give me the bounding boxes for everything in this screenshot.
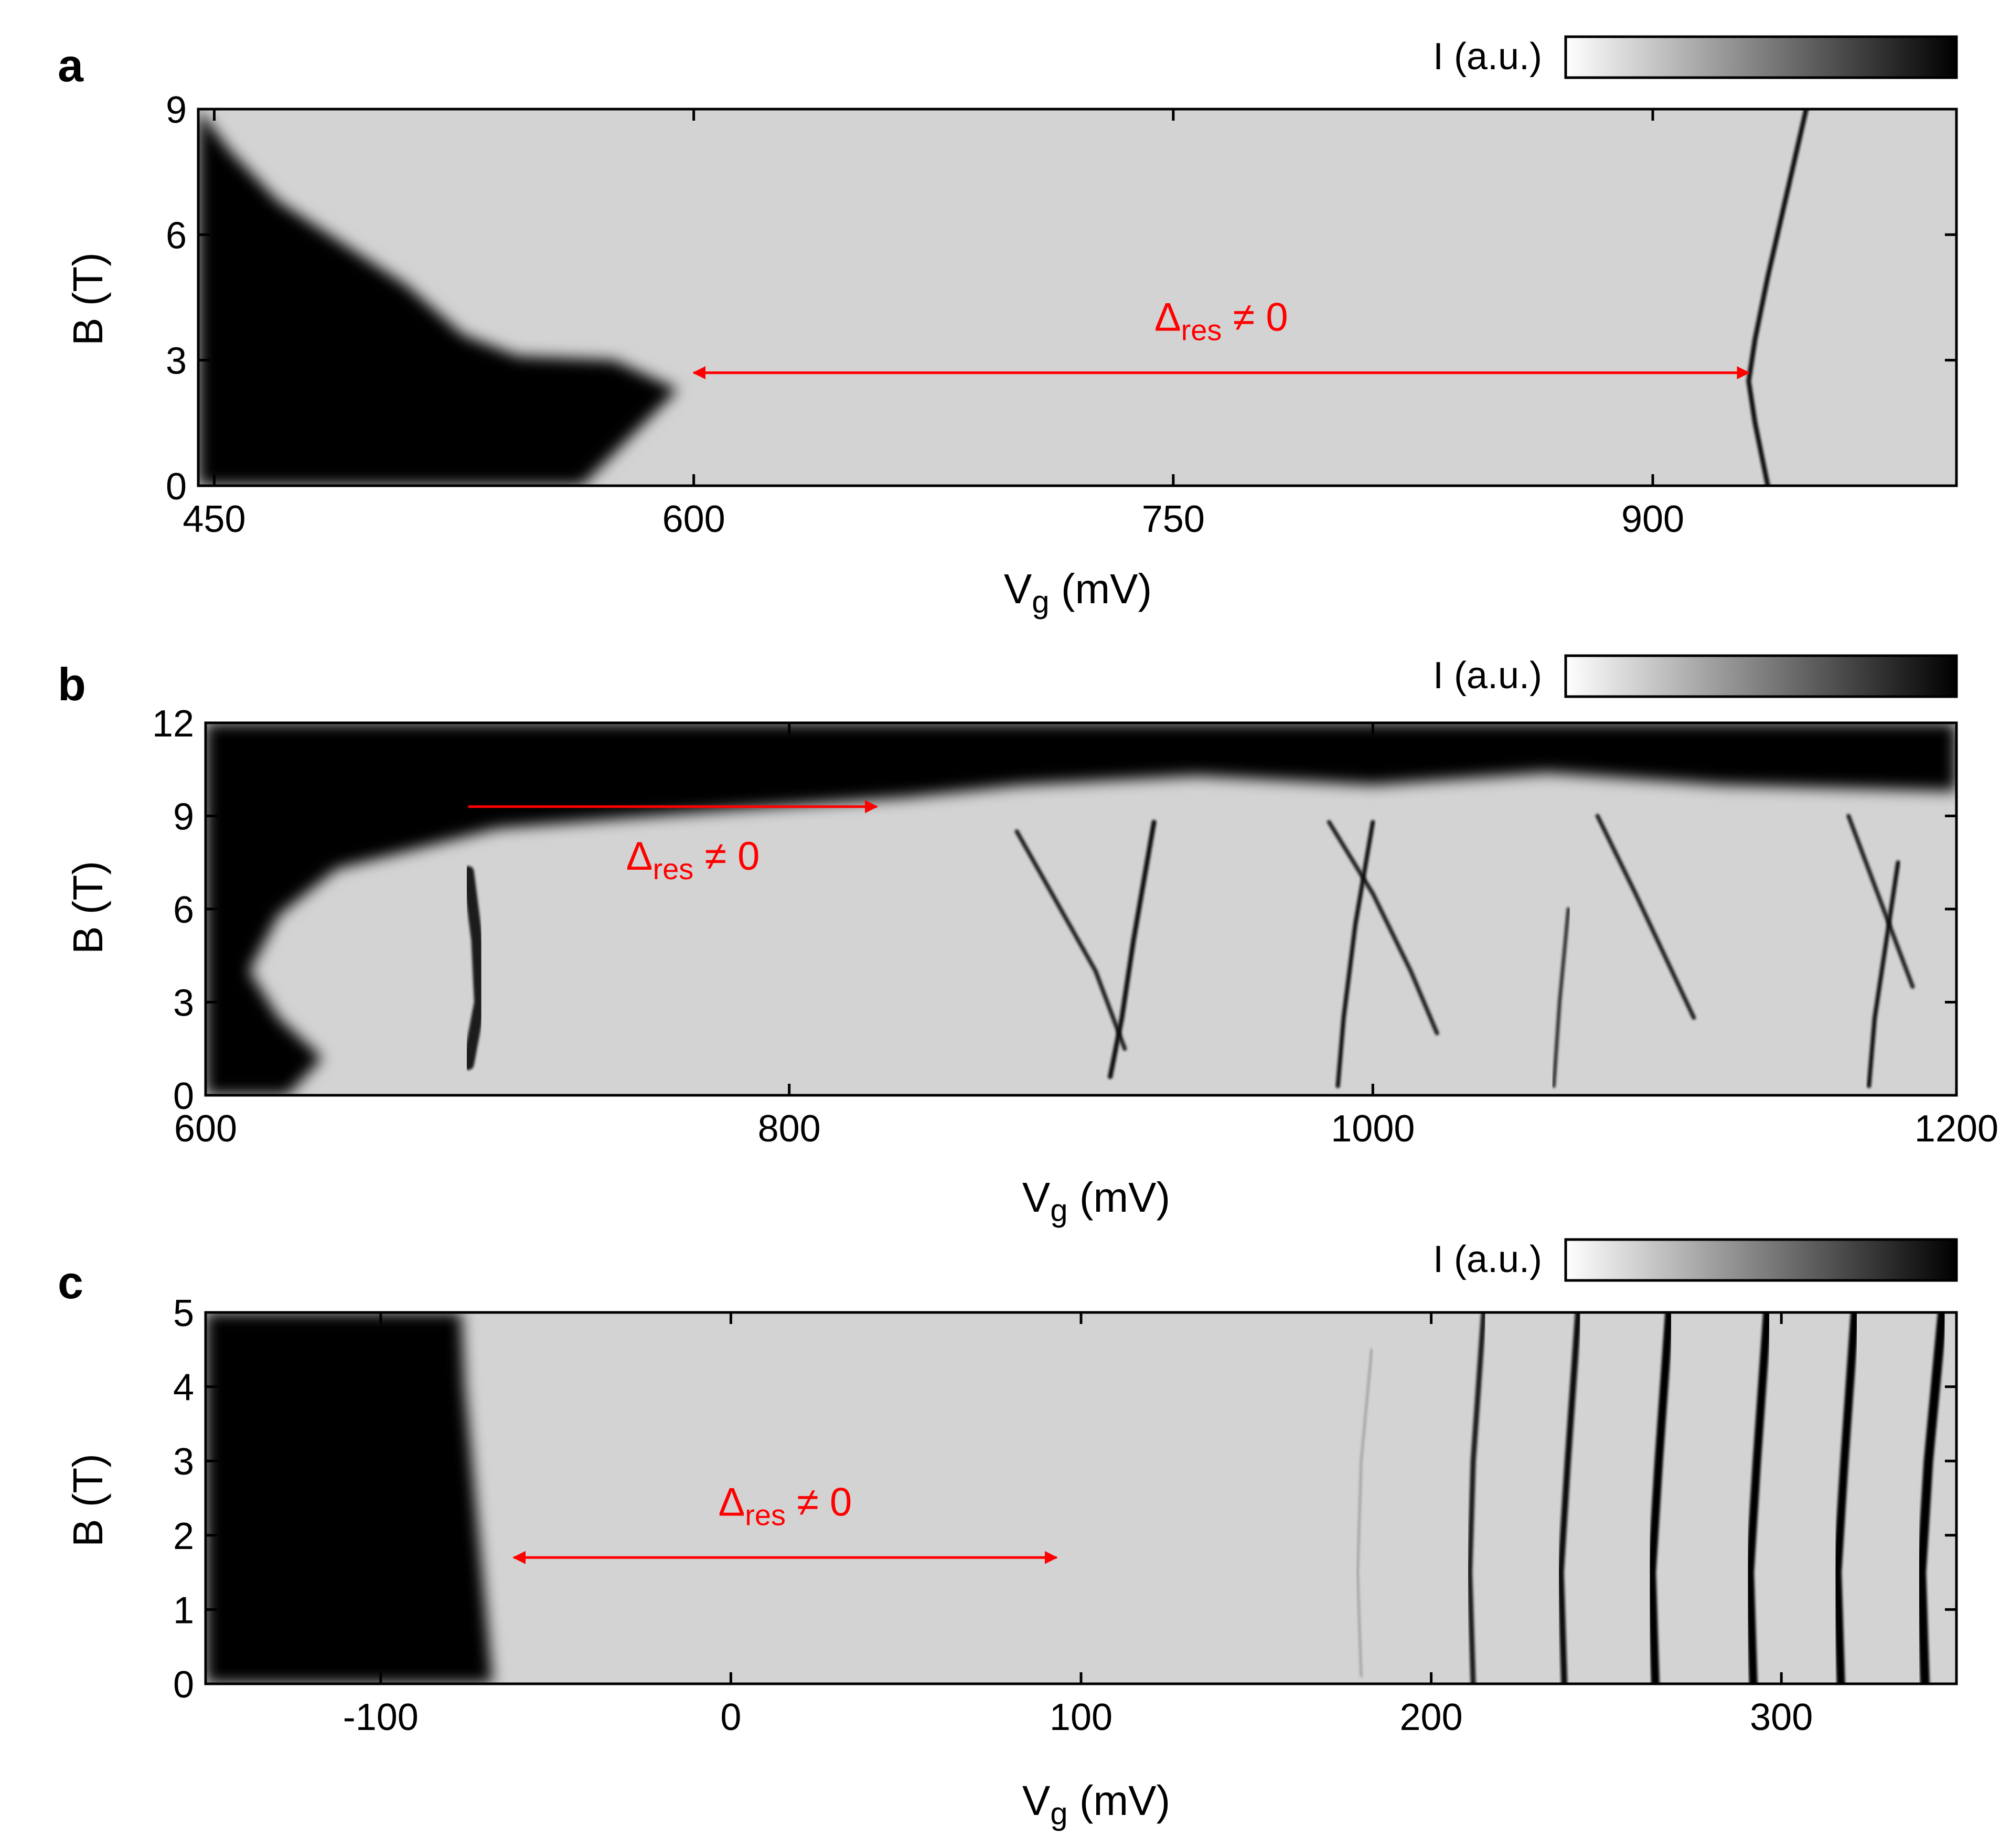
- y-tick-label-b: 9: [173, 796, 194, 838]
- x-tick-label-a: 450: [183, 498, 245, 540]
- x-axis-title-b: Vg (mV): [1022, 1174, 1170, 1228]
- x-tick-label-b: 800: [758, 1108, 821, 1150]
- axes-c: -100 0 100 200 300 0 1 2 3 4 5 Δres ≠ 0: [173, 1292, 1958, 1738]
- axes-b: 600 800 1000 1200 0 3 6 9 12 Δres ≠ 0: [152, 703, 1998, 1150]
- y-tick-label-c: 2: [173, 1515, 194, 1557]
- colorbar-label-a: I (a.u.): [1433, 36, 1542, 78]
- y-axis-title-c: B (T): [65, 1454, 111, 1547]
- y-tick-label-c: 5: [173, 1292, 194, 1334]
- colorbar-c: I (a.u.): [1433, 1238, 1958, 1282]
- resonance-line-b-8: [1867, 860, 1900, 1088]
- resonance-line-b-3: [1327, 820, 1439, 1035]
- x-tick-label-c: 200: [1400, 1696, 1463, 1738]
- resonance-line-c-5: [1746, 1312, 1772, 1684]
- resonance-line-c-2: [1467, 1312, 1486, 1684]
- x-tick-label-c: 0: [720, 1696, 741, 1738]
- resonance-line-c-4: [1648, 1312, 1674, 1684]
- delta-annotation-a: Δres ≠ 0: [1154, 295, 1288, 347]
- heatmap-dark-region-c: [206, 1312, 493, 1684]
- panel-letter-a: a: [58, 39, 84, 91]
- colorbar-label-b: I (a.u.): [1433, 655, 1542, 697]
- y-tick-label-b: 0: [173, 1075, 194, 1117]
- x-tick-label-b: 600: [174, 1108, 237, 1150]
- colorbar-b: I (a.u.): [1433, 654, 1958, 698]
- x-tick-label-c: -100: [343, 1696, 419, 1738]
- colorbar-gradient-b: [1564, 654, 1958, 698]
- y-tick-label-c: 4: [173, 1367, 194, 1409]
- y-tick-label-a: 9: [166, 89, 187, 131]
- plot-area-a: [198, 109, 1956, 486]
- plot-area-c: [206, 1312, 1956, 1684]
- resonance-line-b-4: [1335, 820, 1375, 1088]
- panel-letter-c: c: [58, 1256, 83, 1308]
- resonance-line-c-6: [1833, 1312, 1859, 1684]
- heatmap-dark-region-b: [206, 723, 1956, 1095]
- x-axis-title-c: Vg (mV): [1022, 1777, 1170, 1831]
- x-tick-label-a: 900: [1621, 498, 1684, 540]
- x-tick-label-b: 1000: [1331, 1108, 1415, 1150]
- x-tick-label-c: 100: [1050, 1696, 1113, 1738]
- axes-a: 450 600 750 900 0 3 6 9 Δres ≠ 0: [166, 89, 1958, 540]
- y-tick-label-b: 12: [152, 703, 194, 745]
- y-tick-label-c: 3: [173, 1441, 194, 1483]
- y-axis-title-b: B (T): [65, 861, 111, 954]
- x-axis-title-a: Vg (mV): [1004, 565, 1152, 619]
- resonance-line-c-3: [1557, 1312, 1581, 1684]
- y-tick-label-b: 3: [173, 982, 194, 1024]
- resonance-line-b-6: [1552, 907, 1570, 1088]
- colorbar-label-c: I (a.u.): [1433, 1238, 1542, 1280]
- delta-annotation-b: Δres ≠ 0: [626, 834, 760, 885]
- x-tick-label-a: 750: [1142, 498, 1205, 540]
- resonance-line-b-2: [1108, 819, 1157, 1079]
- resonance-line-b-9: [462, 866, 486, 1070]
- y-tick-label-c: 0: [173, 1664, 194, 1706]
- y-tick-label-a: 6: [166, 215, 187, 257]
- x-tick-label-a: 600: [662, 498, 725, 540]
- colorbar-a: I (a.u.): [1433, 35, 1958, 79]
- resonance-line-a-1: [1746, 109, 1809, 486]
- colorbar-gradient-a: [1564, 35, 1958, 79]
- panel-letter-b: b: [58, 658, 86, 710]
- x-tick-label-b: 1200: [1914, 1108, 1998, 1150]
- panel-a: a I (a.u.) 450 600 750 900 0 3 6 9 Δres ≠ 0 Vg (…: [58, 35, 1958, 619]
- plot-area-b: [206, 723, 1956, 1095]
- y-tick-label-b: 6: [173, 889, 194, 931]
- resonance-line-c-1: [1356, 1348, 1373, 1678]
- resonance-line-c-7: [1917, 1312, 1948, 1684]
- colorbar-gradient-c: [1564, 1238, 1958, 1282]
- plot-frame-a: [197, 108, 1958, 487]
- delta-annotation-c: Δres ≠ 0: [718, 1480, 852, 1531]
- resonance-line-b-7: [1846, 814, 1915, 989]
- y-tick-label-a: 0: [166, 466, 187, 508]
- y-tick-label-a: 3: [166, 340, 187, 382]
- resonance-line-b-1: [1014, 829, 1127, 1051]
- heatmap-dark-region-a: [198, 109, 678, 486]
- x-tick-label-c: 300: [1750, 1696, 1813, 1738]
- y-axis-title-a: B (T): [65, 252, 111, 346]
- resonance-line-b-5: [1595, 814, 1696, 1020]
- y-tick-label-c: 1: [173, 1589, 194, 1631]
